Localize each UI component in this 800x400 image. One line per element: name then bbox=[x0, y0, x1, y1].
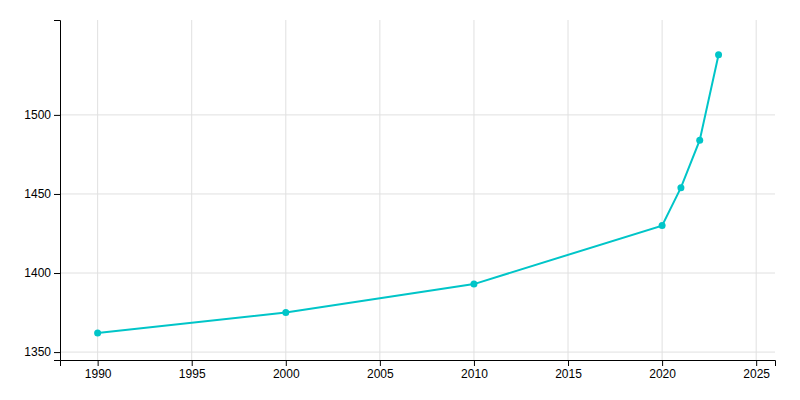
x-grid-line bbox=[191, 20, 192, 360]
x-tick-label: 2025 bbox=[743, 367, 770, 381]
x-tick-mark bbox=[756, 360, 757, 366]
y-axis-line bbox=[54, 21, 61, 361]
x-grid-line bbox=[285, 20, 286, 360]
chart-svg: 1990 1995 2000 2005 2010 2015 2020 2025 1350 1400… bbox=[0, 0, 800, 400]
x-axis-line bbox=[61, 361, 776, 367]
plot-area: 1990 1995 2000 2005 2010 2015 2020 2025 1350 1400… bbox=[24, 20, 775, 381]
point bbox=[659, 222, 666, 229]
x-tick-label: 2015 bbox=[555, 367, 582, 381]
y-tick-label: 1500 bbox=[24, 108, 51, 122]
y-grid-line bbox=[60, 193, 775, 194]
y-tick: 1350 bbox=[24, 345, 60, 359]
x-tick-label: 1995 bbox=[179, 367, 206, 381]
x-tick-mark bbox=[380, 360, 381, 366]
x-tick-mark bbox=[192, 360, 193, 366]
y-tick-mark bbox=[54, 273, 60, 274]
x-tick: 2025 bbox=[743, 360, 770, 381]
y-tick: 1450 bbox=[24, 187, 60, 201]
x-grid-line bbox=[473, 20, 474, 360]
y-tick: 1400 bbox=[24, 266, 60, 280]
point bbox=[94, 330, 101, 337]
y-tick-label: 1450 bbox=[24, 187, 51, 201]
x-axis: 1990 1995 2000 2005 2010 2015 2020 2025 bbox=[61, 360, 776, 381]
y-grid-line bbox=[60, 352, 775, 353]
x-tick-mark bbox=[286, 360, 287, 366]
point bbox=[677, 184, 684, 191]
point bbox=[696, 137, 703, 144]
x-tick: 1995 bbox=[179, 360, 206, 381]
x-grid-line bbox=[97, 20, 98, 360]
x-grid-line bbox=[568, 20, 569, 360]
x-tick-label: 2000 bbox=[273, 367, 300, 381]
x-tick-mark bbox=[568, 360, 569, 366]
x-tick: 1990 bbox=[85, 360, 112, 381]
y-tick-mark bbox=[54, 352, 60, 353]
y-tick-label: 1350 bbox=[24, 345, 51, 359]
point bbox=[282, 309, 289, 316]
x-grid-line bbox=[756, 20, 757, 360]
x-tick-mark bbox=[98, 360, 99, 366]
x-tick: 2005 bbox=[367, 360, 394, 381]
point bbox=[715, 51, 722, 58]
grid bbox=[60, 20, 775, 360]
y-tick: 1500 bbox=[24, 108, 60, 122]
line bbox=[98, 55, 719, 333]
point bbox=[470, 281, 477, 288]
series bbox=[94, 51, 722, 336]
x-grid-line bbox=[379, 20, 380, 360]
chart-container: 1990 1995 2000 2005 2010 2015 2020 2025 1350 1400… bbox=[0, 0, 800, 400]
x-grid-line bbox=[662, 20, 663, 360]
y-tick-label: 1400 bbox=[24, 266, 51, 280]
x-tick-label: 2005 bbox=[367, 367, 394, 381]
x-tick-label: 2010 bbox=[461, 367, 488, 381]
y-tick-mark bbox=[54, 115, 60, 116]
x-tick: 2020 bbox=[649, 360, 676, 381]
x-tick-mark bbox=[474, 360, 475, 366]
y-tick-mark bbox=[54, 194, 60, 195]
x-tick-label: 1990 bbox=[85, 367, 112, 381]
x-tick-mark bbox=[662, 360, 663, 366]
y-axis: 1350 1400 1450 1500 bbox=[24, 21, 60, 361]
x-tick: 2010 bbox=[461, 360, 488, 381]
x-tick: 2000 bbox=[273, 360, 300, 381]
y-grid-line bbox=[60, 273, 775, 274]
x-tick: 2015 bbox=[555, 360, 582, 381]
x-tick-label: 2020 bbox=[649, 367, 676, 381]
y-grid-line bbox=[60, 114, 775, 115]
